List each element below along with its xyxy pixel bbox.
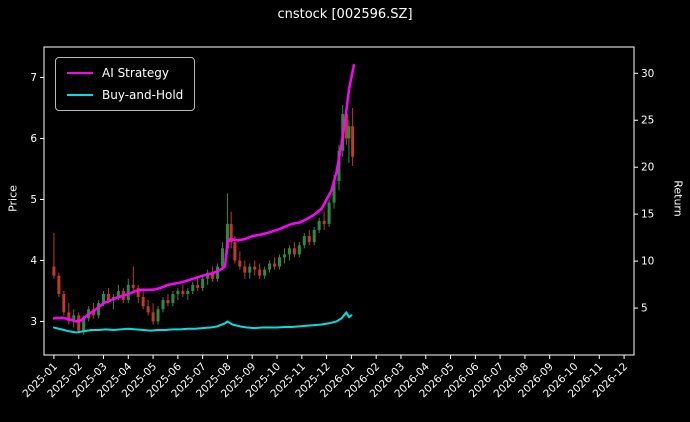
- svg-text:15: 15: [641, 209, 654, 221]
- svg-text:4: 4: [30, 255, 37, 267]
- chart-title: cnstock [002596.SZ]: [277, 7, 413, 22]
- svg-text:10: 10: [641, 256, 654, 268]
- legend: AI Strategy Buy-and-Hold: [55, 57, 196, 111]
- buy-and-hold-line-swatch: [67, 94, 93, 96]
- legend-item-buy-and-hold: Buy-and-Hold: [67, 88, 183, 102]
- svg-text:25: 25: [641, 115, 654, 127]
- svg-text:6: 6: [30, 133, 37, 145]
- legend-label-buy-and-hold: Buy-and-Hold: [102, 88, 184, 102]
- svg-text:5: 5: [641, 303, 648, 315]
- svg-text:3: 3: [30, 316, 37, 328]
- legend-item-ai-strategy: AI Strategy: [67, 66, 183, 80]
- svg-text:30: 30: [641, 68, 654, 80]
- svg-text:20: 20: [641, 162, 654, 174]
- svg-text:7: 7: [30, 72, 37, 84]
- ai-strategy-line-swatch: [67, 72, 93, 74]
- legend-label-ai-strategy: AI Strategy: [102, 66, 169, 80]
- svg-text:5: 5: [30, 194, 37, 206]
